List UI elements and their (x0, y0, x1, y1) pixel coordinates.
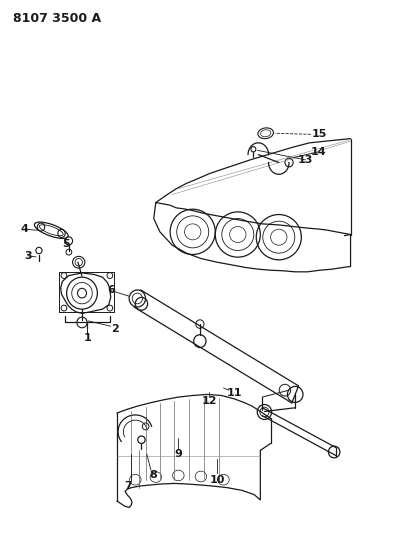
Text: 12: 12 (201, 396, 216, 406)
Text: 1: 1 (83, 334, 91, 343)
Text: 2: 2 (111, 325, 118, 334)
Text: 4: 4 (20, 224, 29, 234)
Text: 3: 3 (24, 251, 31, 261)
Text: 15: 15 (310, 130, 326, 139)
Text: 5: 5 (62, 239, 69, 249)
Text: 14: 14 (310, 147, 326, 157)
Text: 8107 3500 A: 8107 3500 A (13, 12, 101, 25)
Text: 13: 13 (297, 155, 312, 165)
Text: 11: 11 (226, 389, 242, 398)
Text: 6: 6 (106, 286, 115, 295)
Text: 9: 9 (174, 449, 182, 459)
Text: 10: 10 (209, 475, 225, 484)
Text: 8: 8 (150, 471, 157, 480)
Text: 7: 7 (124, 481, 132, 491)
